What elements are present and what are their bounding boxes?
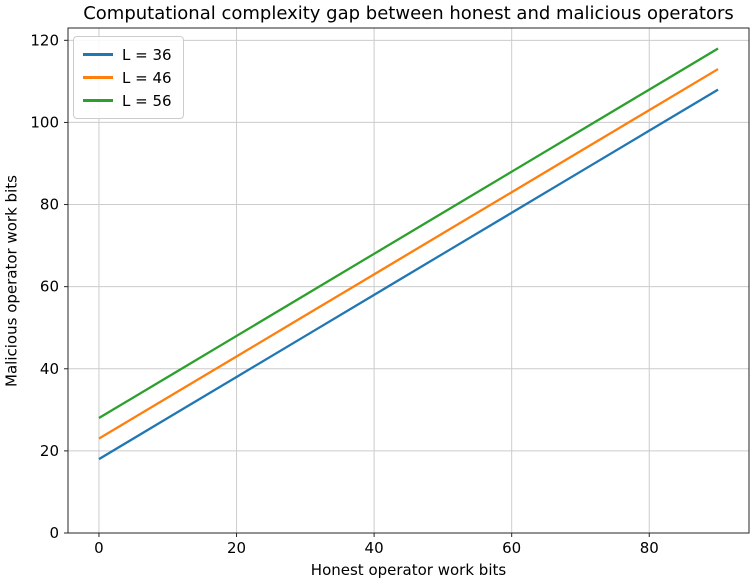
legend-label: L = 36 bbox=[122, 45, 172, 64]
x-tick-label: 0 bbox=[94, 539, 104, 557]
x-tick-label: 40 bbox=[365, 539, 384, 557]
series-line-l-36 bbox=[98, 88, 719, 461]
legend-item: L = 36 bbox=[83, 43, 172, 66]
y-tick-label: 20 bbox=[40, 442, 59, 460]
legend-item: L = 46 bbox=[83, 66, 172, 89]
legend-line-swatch bbox=[83, 99, 113, 102]
y-axis-label: Malicious operator work bits bbox=[2, 175, 21, 387]
frame-layer bbox=[67, 27, 750, 534]
series-layer bbox=[98, 47, 719, 461]
chart-title: Computational complexity gap between hon… bbox=[83, 3, 734, 24]
legend-item: L = 56 bbox=[83, 89, 172, 112]
y-tick-label: 120 bbox=[30, 31, 59, 49]
legend-line-swatch bbox=[83, 53, 113, 56]
y-tick-label: 40 bbox=[40, 360, 59, 378]
legend-label: L = 46 bbox=[122, 68, 172, 87]
legend-label: L = 56 bbox=[122, 91, 172, 110]
legend-line-swatch bbox=[83, 76, 113, 79]
y-tick-label: 60 bbox=[40, 278, 59, 296]
legend: L = 36 L = 46 L = 56 bbox=[73, 36, 184, 119]
x-tick-label: 60 bbox=[502, 539, 521, 557]
x-axis-label: Honest operator work bits bbox=[310, 561, 507, 579]
y-tick-label: 80 bbox=[40, 196, 59, 214]
y-tick-label: 100 bbox=[30, 113, 59, 131]
plot-border bbox=[67, 27, 750, 534]
series-line-l-56 bbox=[98, 47, 719, 420]
series-line-l-46 bbox=[98, 68, 719, 440]
y-tick-label: 0 bbox=[49, 524, 59, 542]
tick-layer: 0 20 40 60 80 0 20 40 60 80 100 120 bbox=[30, 31, 658, 557]
x-tick-label: 20 bbox=[227, 539, 246, 557]
x-tick-label: 80 bbox=[640, 539, 659, 557]
